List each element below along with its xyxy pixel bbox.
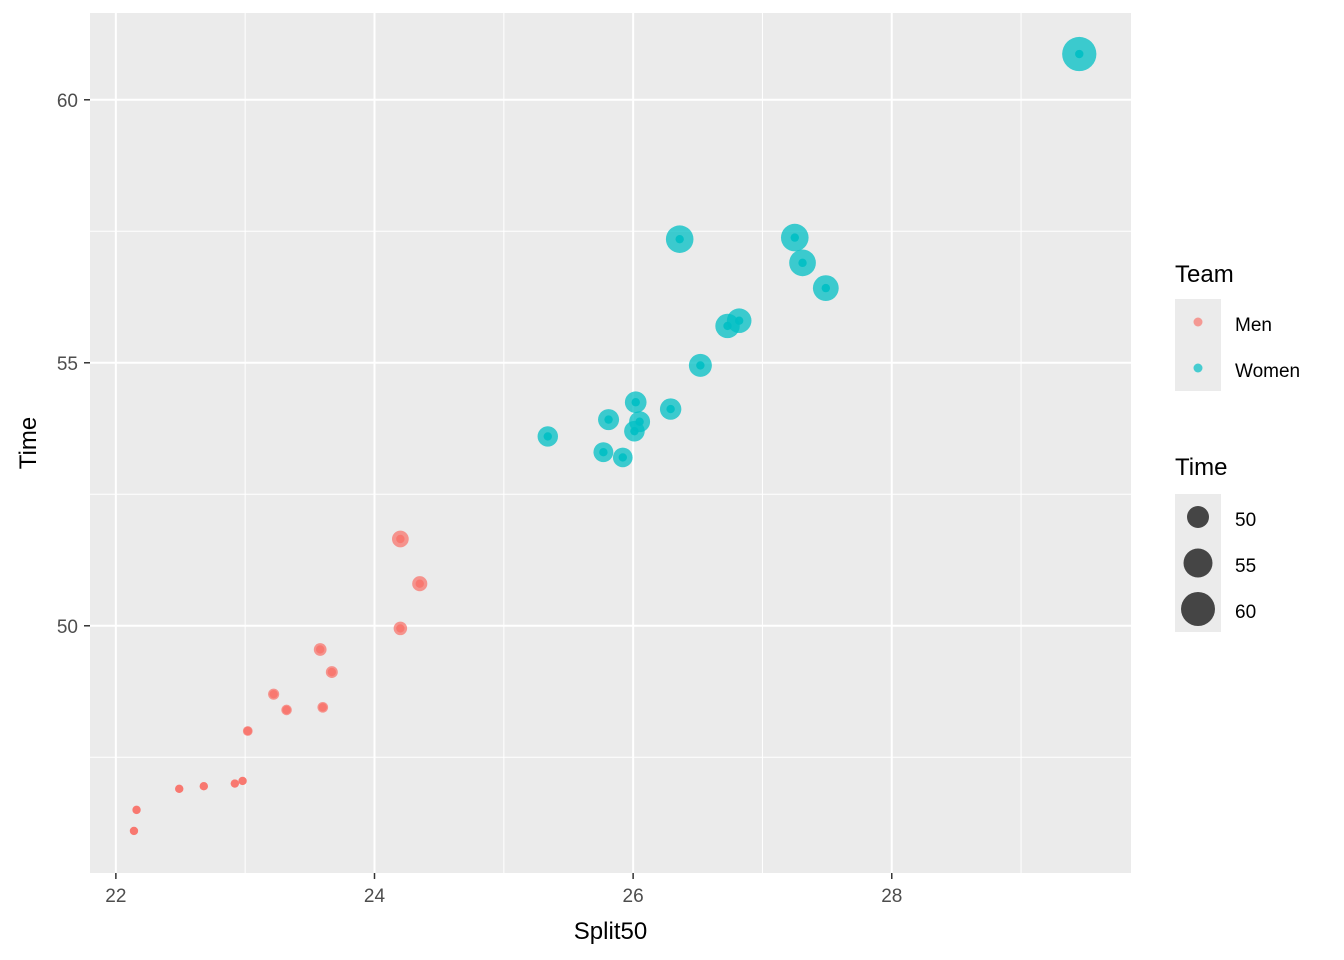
legend-size-label-50: 50 [1235, 510, 1256, 531]
axes: 22 24 26 28 50 55 60 [57, 91, 902, 907]
y-tick-label: 60 [57, 91, 78, 112]
legend-key-men [1193, 317, 1203, 327]
y-tick-label: 50 [57, 617, 78, 638]
x-axis-title: Split50 [574, 918, 647, 945]
legend-team-title: Team [1175, 261, 1234, 288]
data-point-center-women [618, 453, 627, 462]
data-point-center-women [631, 398, 640, 407]
data-point-center-men [132, 805, 141, 815]
legend-size-label-55: 55 [1235, 556, 1256, 577]
legend-time: Time 50 55 60 [1175, 454, 1256, 632]
data-point-center-women [635, 417, 644, 426]
data-point-center-men [415, 579, 424, 588]
data-point-center-women [798, 258, 807, 268]
data-point-center-men [318, 703, 327, 712]
data-point-center-women [599, 448, 608, 457]
data-point-center-men [175, 784, 184, 794]
legend-label-women: Women [1235, 361, 1300, 382]
data-point-center-men [230, 779, 240, 788]
legend-size-key-60 [1181, 592, 1215, 626]
data-point-center-women [1075, 49, 1084, 59]
legend-size-key-50 [1187, 506, 1209, 528]
x-tick-label: 28 [881, 886, 902, 907]
data-point-center-women [604, 415, 613, 424]
y-tick-label: 55 [57, 354, 78, 375]
data-point-center-women [734, 316, 744, 325]
legend-team: Team Men Women [1175, 261, 1300, 391]
x-tick-label: 22 [105, 886, 126, 907]
data-point-center-men [199, 782, 208, 791]
y-axis-title: Time [15, 417, 42, 469]
minor-gridlines [90, 13, 1131, 873]
data-point-center-men [396, 534, 405, 544]
legend-label-men: Men [1235, 315, 1272, 336]
plot-panel [90, 13, 1131, 873]
major-gridlines [90, 13, 1131, 873]
data-point-center-women [696, 361, 705, 370]
data-point-center-women [675, 234, 684, 244]
data-points [129, 36, 1097, 836]
legend-time-title: Time [1175, 454, 1227, 481]
data-point-center-men [327, 667, 337, 677]
data-point-center-men [129, 826, 139, 836]
data-point-center-men [243, 726, 252, 736]
data-point-center-men [269, 689, 278, 699]
legend-size-label-60: 60 [1235, 602, 1256, 623]
data-point-center-women [543, 432, 552, 441]
data-point-center-women [666, 404, 675, 414]
legend-size-key-55 [1183, 548, 1213, 578]
data-point-center-men [396, 624, 405, 633]
data-point-center-women [790, 233, 799, 242]
legend-key-women [1193, 363, 1203, 373]
data-point-center-women [821, 283, 831, 293]
data-point-center-men [282, 705, 291, 715]
x-tick-label: 26 [623, 886, 644, 907]
data-point-center-men [315, 645, 325, 654]
x-tick-label: 24 [364, 886, 386, 907]
data-point-center-men [238, 776, 247, 786]
